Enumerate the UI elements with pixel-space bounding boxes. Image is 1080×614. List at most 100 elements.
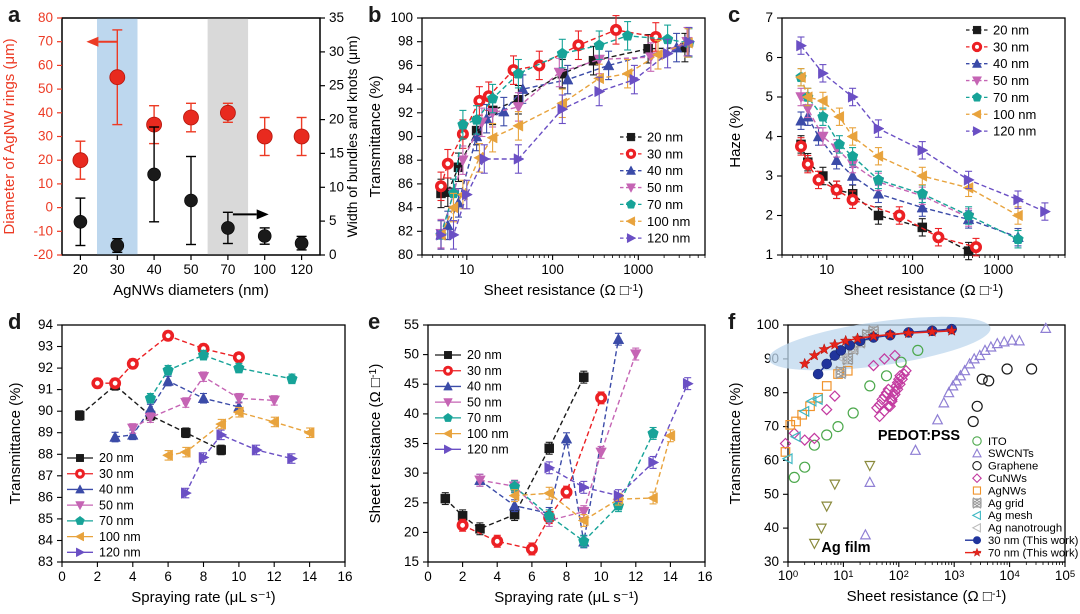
svg-text:100 nm: 100 nm (993, 107, 1036, 122)
svg-text:PEDOT:PSS: PEDOT:PSS (878, 428, 961, 444)
svg-text:Spraying rate (μL s⁻¹): Spraying rate (μL s⁻¹) (494, 589, 638, 606)
svg-text:-20: -20 (33, 247, 53, 262)
svg-text:30: 30 (404, 465, 419, 480)
svg-text:82: 82 (398, 223, 413, 238)
svg-text:12: 12 (267, 569, 282, 584)
svg-text:14: 14 (663, 569, 679, 584)
svg-text:40 nm: 40 nm (647, 163, 683, 178)
svg-text:100 nm: 100 nm (467, 427, 509, 441)
svg-text:4: 4 (493, 569, 501, 584)
svg-text:70 nm: 70 nm (467, 411, 502, 425)
svg-text:86: 86 (38, 489, 53, 504)
svg-text:20: 20 (329, 112, 344, 127)
svg-text:70: 70 (38, 34, 53, 49)
svg-text:0: 0 (329, 247, 337, 262)
svg-text:50: 50 (404, 347, 419, 362)
svg-text:0: 0 (45, 200, 53, 215)
svg-text:89: 89 (38, 425, 53, 440)
svg-text:1: 1 (765, 247, 773, 262)
svg-text:AgNWs diameters (nm): AgNWs diameters (nm) (113, 282, 269, 299)
svg-text:120 nm: 120 nm (993, 124, 1036, 139)
svg-text:30 nm: 30 nm (647, 146, 683, 161)
svg-text:30 nm: 30 nm (993, 39, 1029, 54)
svg-text:90: 90 (38, 403, 53, 418)
svg-text:d: d (8, 309, 21, 334)
svg-text:16: 16 (697, 569, 712, 584)
svg-text:2: 2 (94, 569, 102, 584)
svg-text:100: 100 (253, 262, 276, 277)
svg-text:30: 30 (110, 262, 125, 277)
svg-text:15: 15 (329, 145, 344, 160)
svg-text:1000: 1000 (983, 262, 1013, 277)
svg-text:25: 25 (329, 78, 344, 93)
svg-text:45: 45 (404, 376, 419, 391)
svg-text:-10: -10 (33, 223, 53, 238)
svg-text:70 nm: 70 nm (993, 90, 1029, 105)
svg-text:10: 10 (329, 179, 344, 194)
svg-text:f: f (728, 309, 736, 334)
svg-text:90: 90 (398, 129, 413, 144)
svg-text:120 nm: 120 nm (647, 231, 690, 246)
svg-text:10: 10 (459, 262, 474, 277)
svg-text:Ag nanotrough: Ag nanotrough (988, 523, 1062, 535)
svg-text:6: 6 (164, 569, 172, 584)
svg-text:100 nm: 100 nm (647, 214, 690, 229)
svg-text:Transmittance (%): Transmittance (%) (367, 76, 384, 198)
svg-text:Diameter of AgNW rings (μm): Diameter of AgNW rings (μm) (1, 38, 18, 234)
svg-text:6: 6 (765, 50, 773, 65)
svg-text:Width of bundles and knots (μm: Width of bundles and knots (μm) (344, 36, 360, 238)
svg-text:6: 6 (528, 569, 536, 584)
svg-text:ITO: ITO (988, 436, 1007, 448)
svg-text:a: a (8, 2, 21, 27)
svg-text:88: 88 (38, 446, 53, 461)
svg-text:5: 5 (329, 213, 337, 228)
svg-text:98: 98 (398, 34, 413, 49)
svg-text:100 nm: 100 nm (99, 530, 141, 544)
svg-text:20 nm: 20 nm (647, 130, 683, 145)
svg-text:35: 35 (329, 10, 344, 25)
svg-text:35: 35 (404, 436, 419, 451)
svg-text:85: 85 (38, 511, 53, 526)
svg-text:e: e (368, 309, 380, 334)
svg-text:70 nm: 70 nm (647, 197, 683, 212)
svg-text:60: 60 (38, 57, 53, 72)
svg-text:7: 7 (765, 10, 773, 25)
svg-text:8: 8 (563, 569, 571, 584)
svg-text:b: b (368, 2, 381, 27)
svg-text:AgNWs: AgNWs (988, 485, 1027, 497)
svg-text:100: 100 (756, 317, 779, 332)
svg-text:50 nm: 50 nm (99, 498, 134, 512)
svg-text:120: 120 (290, 262, 313, 277)
svg-text:Sheet resistance (Ω □-1): Sheet resistance (Ω □-1) (847, 588, 1007, 605)
svg-text:20 nm: 20 nm (467, 348, 502, 362)
svg-text:5: 5 (765, 89, 773, 104)
svg-text:40 nm: 40 nm (993, 56, 1029, 71)
svg-text:Ag mesh: Ag mesh (988, 510, 1033, 522)
svg-text:120 nm: 120 nm (99, 546, 141, 560)
svg-text:92: 92 (38, 360, 53, 375)
svg-text:2: 2 (459, 569, 467, 584)
svg-text:10: 10 (231, 569, 246, 584)
svg-text:55: 55 (404, 317, 419, 332)
svg-text:c: c (728, 2, 740, 27)
svg-text:Ag grid: Ag grid (988, 498, 1024, 510)
svg-text:30 nm: 30 nm (99, 467, 134, 481)
svg-text:40: 40 (147, 262, 162, 277)
svg-text:120 nm: 120 nm (467, 443, 509, 457)
svg-text:50: 50 (183, 262, 198, 277)
svg-text:CuNWs: CuNWs (988, 473, 1027, 485)
svg-text:Sheet resistance (Ω □-1): Sheet resistance (Ω □-1) (844, 282, 1004, 299)
svg-text:20 nm: 20 nm (99, 451, 134, 465)
svg-text:50 nm: 50 nm (993, 73, 1029, 88)
svg-text:100: 100 (390, 10, 413, 25)
svg-text:60: 60 (764, 452, 779, 467)
svg-text:86: 86 (398, 176, 413, 191)
svg-text:83: 83 (38, 554, 53, 569)
svg-text:70 nm (This work): 70 nm (This work) (988, 547, 1079, 559)
svg-text:30 nm: 30 nm (467, 364, 502, 378)
svg-text:50 nm: 50 nm (467, 395, 502, 409)
svg-text:Transmittance (%): Transmittance (%) (7, 383, 24, 505)
svg-text:Ag film: Ag film (821, 540, 870, 556)
svg-text:Transmittance (%): Transmittance (%) (727, 383, 744, 505)
svg-text:91: 91 (38, 382, 53, 397)
